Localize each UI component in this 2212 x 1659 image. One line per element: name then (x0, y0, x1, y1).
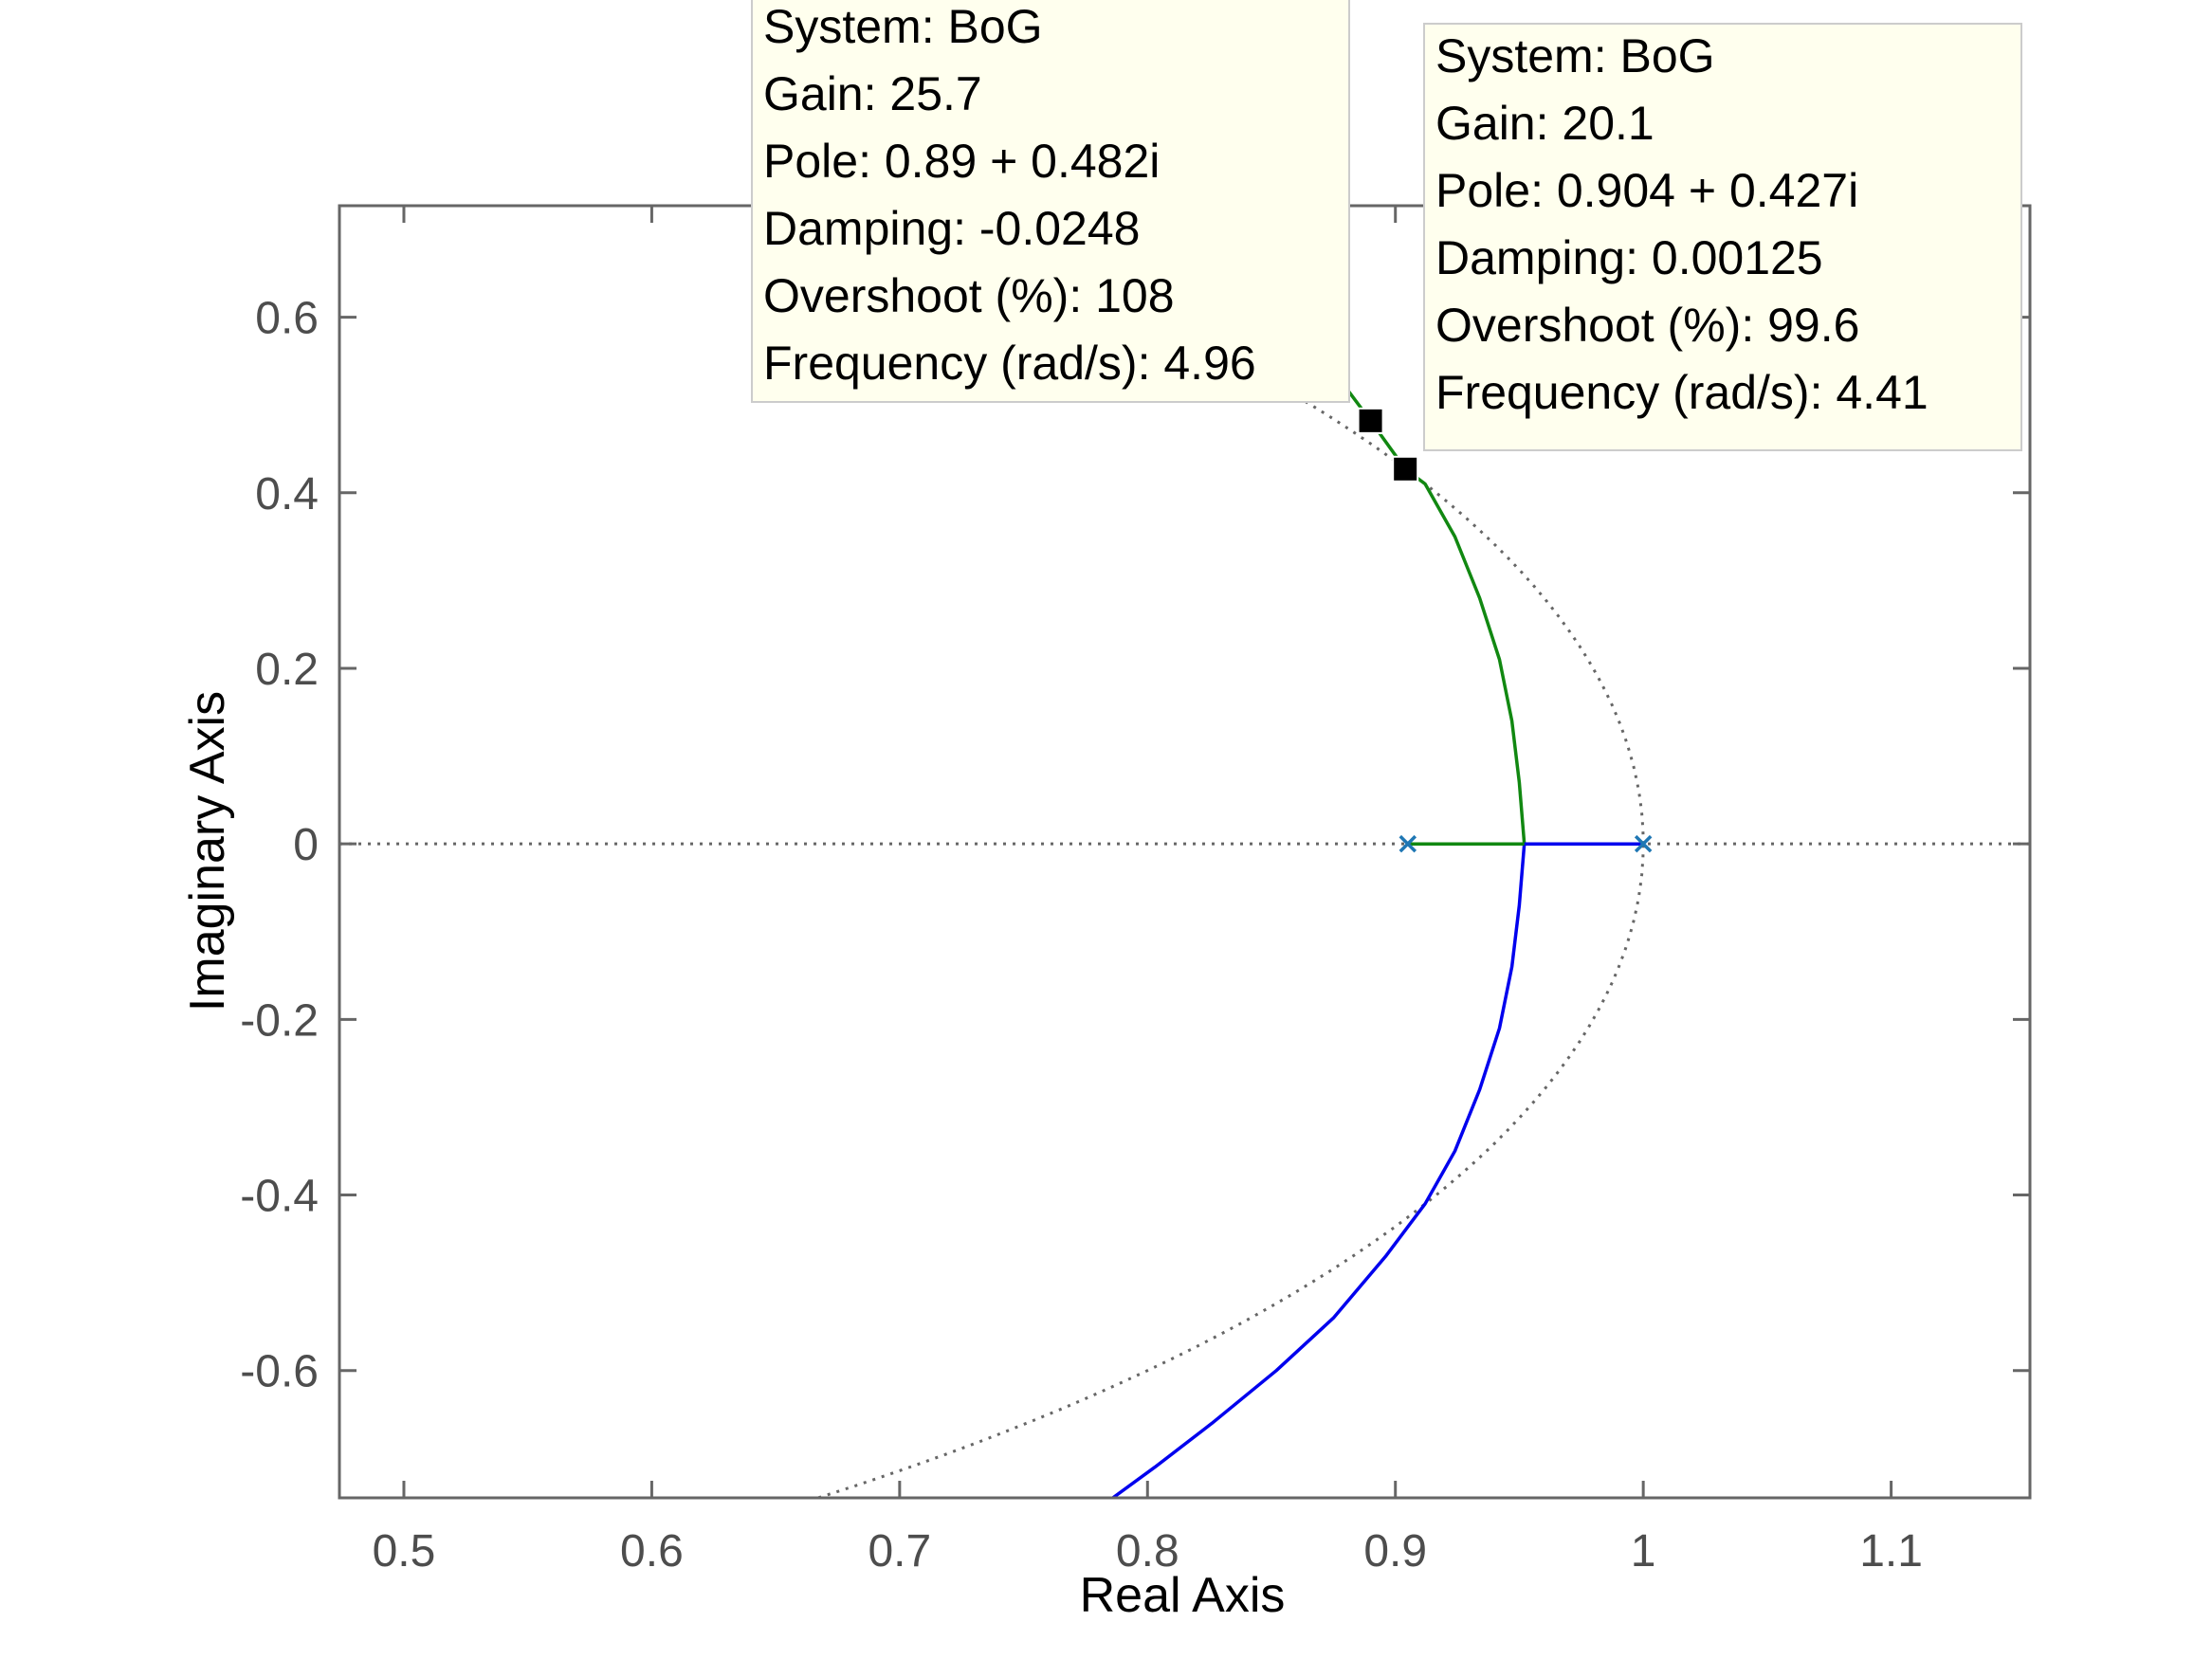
y-tick-label: 0.4 (255, 469, 319, 520)
y-tick-label: 0 (293, 820, 319, 870)
x-tick-label: 0.7 (868, 1526, 931, 1577)
data-tip-line: Pole: 0.89 + 0.482i (763, 135, 1160, 188)
x-tick-label: 1 (1631, 1526, 1656, 1577)
data-tip-box (1423, 23, 2022, 451)
x-tick-label: 0.8 (1116, 1526, 1179, 1577)
x-tick-label: 0.9 (1363, 1526, 1427, 1577)
y-tick-label: -0.6 (240, 1347, 319, 1397)
x-tick-label: 0.5 (373, 1526, 436, 1577)
pole-marker (1398, 834, 1417, 853)
axis-ticks: 0.5 0.6 0.7 0.8 0.9 1 1.1 0.6 0.4 0.2 0 -0.2 -0.4 -0.… (240, 206, 2030, 1577)
data-tip-line: Frequency (rad/s): 4.41 (1435, 366, 1929, 419)
y-axis-label: Imaginary Axis (180, 691, 235, 1012)
x-tick-label: 0.6 (620, 1526, 684, 1577)
data-tip-line: Damping: 0.00125 (1435, 231, 1823, 284)
data-tip-line: Overshoot (%): 108 (763, 269, 1175, 322)
data-tip-line: Gain: 20.1 (1435, 97, 1654, 150)
locus-branches (1111, 373, 1644, 1498)
data-tip[interactable]: System: BoG Gain: 20.1 Pole: 0.904 + 0.427… (1423, 23, 2022, 451)
open-loop-poles (1398, 834, 1653, 853)
plot-area (339, 206, 2030, 1498)
data-tip-markers (1357, 407, 1419, 483)
data-tip[interactable]: System: BoG Gain: 25.7 Pole: 0.89 + 0.482i… (751, 0, 1350, 403)
data-tip-line: Damping: -0.0248 (763, 202, 1140, 255)
data-tip-line: Pole: 0.904 + 0.427i (1435, 164, 1858, 217)
data-tip-marker[interactable] (1392, 455, 1419, 483)
data-tip-line: Frequency (rad/s): 4.96 (763, 337, 1256, 390)
data-tip-box (751, 0, 1350, 403)
data-tip-line: Gain: 25.7 (763, 67, 982, 120)
data-tip-marker[interactable] (1357, 407, 1384, 434)
data-tip-line: Overshoot (%): 99.6 (1435, 299, 1859, 352)
y-tick-label: -0.4 (240, 1172, 319, 1222)
pole-marker (1634, 834, 1653, 853)
x-axis-label: Real Axis (1080, 1568, 1286, 1623)
y-tick-label: 0.6 (255, 294, 319, 344)
y-tick-label: -0.2 (240, 995, 319, 1046)
locus-branch-1 (1111, 844, 1526, 1498)
data-tip-line: System: BoG (763, 0, 1043, 53)
data-tips: System: BoG Gain: 25.7 Pole: 0.89 + 0.482i… (751, 0, 2022, 451)
data-tip-line: System: BoG (1435, 29, 1715, 82)
locus-branch-2 (1334, 373, 1526, 845)
y-tick-label: 0.2 (255, 645, 319, 695)
x-tick-label: 1.1 (1859, 1526, 1923, 1577)
